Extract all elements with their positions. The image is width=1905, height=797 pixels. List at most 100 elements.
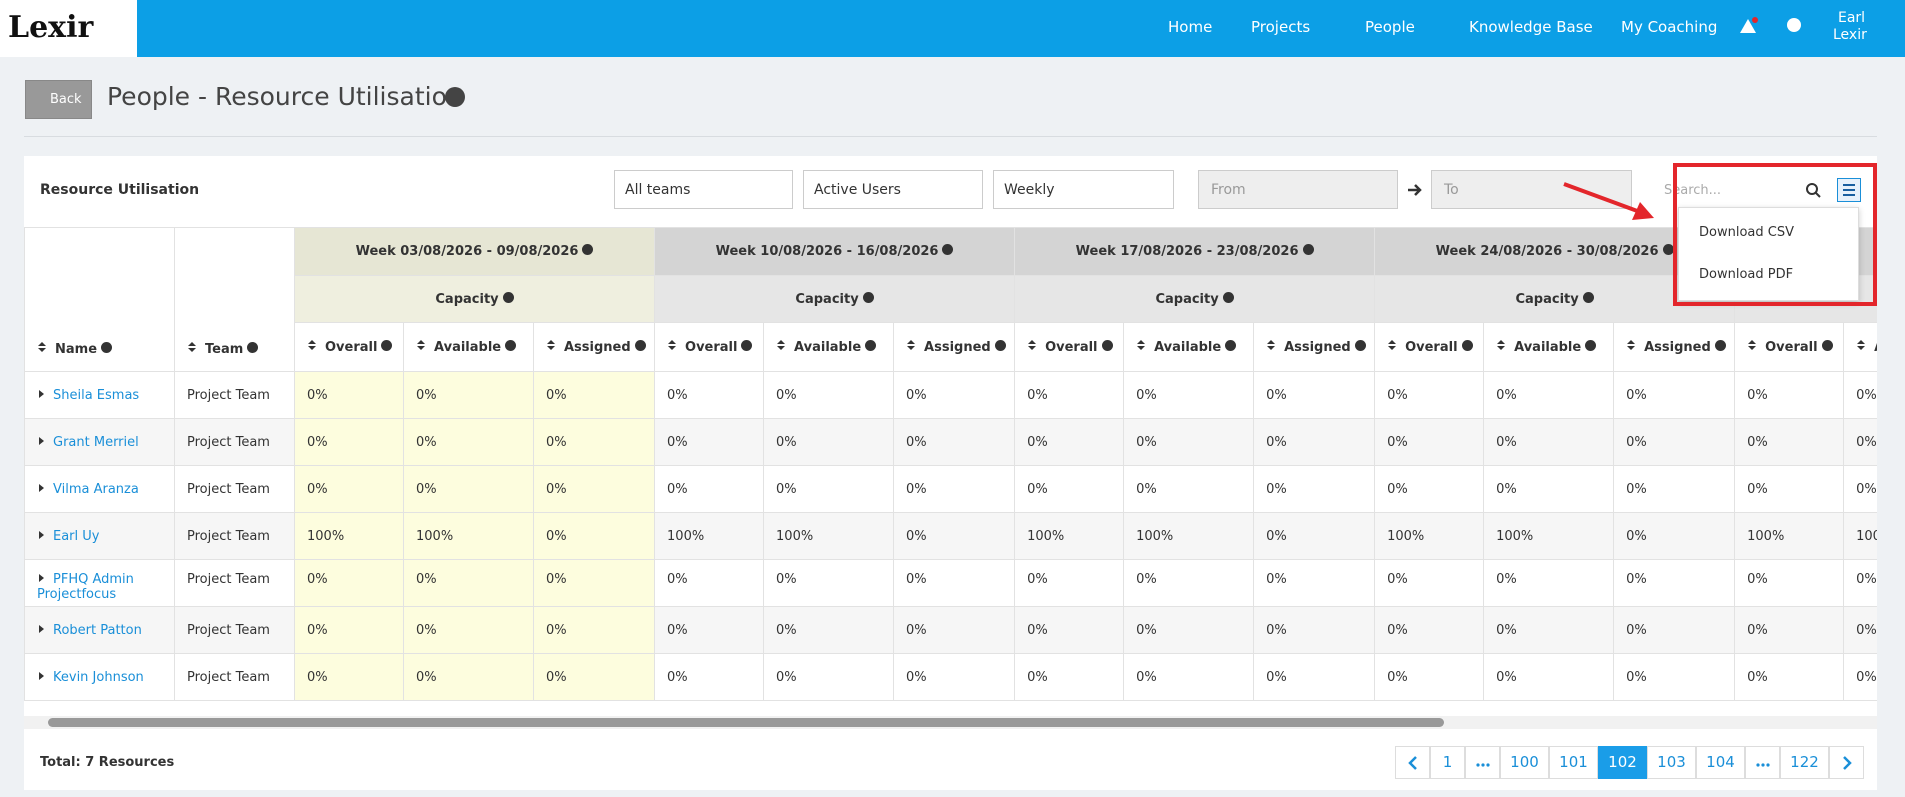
resource-link[interactable]: Sheila Esmas <box>53 387 140 403</box>
column-header[interactable]: Available <box>763 322 895 372</box>
column-header[interactable]: Assigned <box>893 322 1016 372</box>
value-cell: 0% <box>1483 465 1615 513</box>
to-date[interactable]: To <box>1431 170 1632 209</box>
value-cell-text: 0% <box>667 481 688 497</box>
column-header[interactable]: Overall <box>1734 322 1845 372</box>
alert-icon[interactable] <box>1740 17 1760 37</box>
page-button-text[interactable]: 104 <box>1706 753 1735 771</box>
value-cell-text: 0% <box>667 572 688 587</box>
column-header-text: Overall <box>325 340 378 355</box>
resource-link[interactable]: Robert Patton <box>53 622 142 638</box>
value-cell-text: 0% <box>1626 481 1647 497</box>
globe-icon[interactable] <box>1786 17 1802 33</box>
team-filter[interactable]: All teams <box>614 170 793 209</box>
next-button[interactable] <box>1829 746 1864 779</box>
value-cell-text: 0% <box>307 481 328 497</box>
column-header[interactable]: Overall <box>1014 322 1125 372</box>
page-button[interactable]: 102 <box>1598 746 1647 779</box>
menu-item[interactable]: Download CSV <box>1699 225 1794 240</box>
value-cell-text: 0% <box>416 622 437 638</box>
logo[interactable]: Lexir <box>0 0 137 57</box>
page-button-text[interactable]: 1 <box>1442 753 1453 771</box>
prev-button[interactable] <box>1395 746 1430 779</box>
group-header: Capacity <box>293 275 656 323</box>
info-icon <box>582 244 594 255</box>
page-button[interactable]: 1 <box>1430 746 1465 779</box>
dots-button[interactable] <box>1465 746 1500 779</box>
column-header[interactable]: Available <box>403 322 534 372</box>
nav-link[interactable]: People <box>1365 18 1415 36</box>
column-header[interactable]: Available <box>1123 322 1255 372</box>
column-header[interactable]: Overall <box>294 322 404 372</box>
name-header[interactable]: Name <box>24 227 175 372</box>
column-header[interactable]: Available <box>1843 322 1877 372</box>
period-filter[interactable]: Weekly <box>993 170 1174 209</box>
column-header[interactable]: Assigned <box>532 322 656 372</box>
user-first[interactable]: Earl <box>1838 10 1866 26</box>
column-header[interactable]: Overall <box>654 322 765 372</box>
page-button[interactable]: 101 <box>1549 746 1598 779</box>
value-cell-text: 0% <box>776 387 797 403</box>
resource-link[interactable]: Kevin Johnson <box>53 669 144 685</box>
page-button-text[interactable]: 103 <box>1657 753 1686 771</box>
column-header-text: Overall <box>1405 340 1458 355</box>
menu-button[interactable] <box>1837 178 1861 202</box>
team-header-text: Team <box>205 342 244 357</box>
nav-link[interactable]: Home <box>1168 18 1213 36</box>
team-header[interactable]: Team <box>174 227 295 372</box>
resource-link[interactable]: PFHQ Admin Projectfocus <box>37 572 134 602</box>
resource-link[interactable]: Grant Merriel <box>53 434 139 450</box>
user-filter[interactable]: Active Users <box>803 170 983 209</box>
value-cell: 0% <box>1253 653 1376 701</box>
menu-item[interactable]: Download PDF <box>1699 267 1794 282</box>
search-icon[interactable] <box>1805 182 1821 198</box>
value-cell-text: 0% <box>1266 481 1287 497</box>
column-header[interactable]: Available <box>1483 322 1615 372</box>
dots-button[interactable] <box>1745 746 1780 779</box>
scroll-thumb[interactable] <box>48 718 1444 727</box>
page-button-text[interactable]: 101 <box>1559 753 1588 771</box>
value-cell-text: 0% <box>776 622 797 638</box>
help-icon[interactable] <box>444 86 466 108</box>
nav-link[interactable]: My Coaching <box>1621 18 1718 36</box>
resource-link[interactable]: Earl Uy <box>53 528 100 544</box>
page-button[interactable]: 100 <box>1500 746 1549 779</box>
group-header: Capacity <box>1014 275 1376 323</box>
nav-link[interactable]: Projects <box>1251 18 1311 36</box>
value-cell: 0% <box>1734 559 1845 607</box>
column-header[interactable]: Assigned <box>1253 322 1376 372</box>
from-date[interactable]: From <box>1198 170 1398 209</box>
search-input[interactable]: Search... <box>1664 183 1722 198</box>
team-cell-text: Project Team <box>187 481 270 497</box>
resource-link[interactable]: Vilma Aranza <box>53 481 139 497</box>
page-button[interactable]: 103 <box>1647 746 1696 779</box>
value-cell-text: 0% <box>546 572 567 587</box>
value-cell: 0% <box>532 653 656 701</box>
group-header-text: Capacity <box>795 291 859 307</box>
value-cell-text: 0% <box>906 387 927 403</box>
value-cell-text: 0% <box>1626 572 1647 587</box>
value-cell-text: 0% <box>546 434 567 450</box>
value-cell: 0% <box>1123 418 1255 466</box>
page-button[interactable]: 122 <box>1780 746 1829 779</box>
page-button-text[interactable]: 122 <box>1790 753 1819 771</box>
value-cell-text: 0% <box>1387 434 1408 450</box>
user-last[interactable]: Lexir <box>1833 27 1867 43</box>
week-header-text: Week 17/08/2026 - 23/08/2026 <box>1075 244 1299 259</box>
info-icon <box>502 291 514 303</box>
page-button-text[interactable]: 102 <box>1608 753 1637 771</box>
back-button[interactable]: Back <box>25 80 92 119</box>
value-cell: 0% <box>1123 559 1255 607</box>
expand-icon <box>39 530 44 539</box>
column-header[interactable]: Assigned <box>1613 322 1736 372</box>
nav-link[interactable]: Knowledge Base <box>1469 18 1593 36</box>
page-button-text[interactable]: 100 <box>1510 753 1539 771</box>
value-cell-text: 0% <box>416 669 437 685</box>
column-header[interactable]: Overall <box>1374 322 1485 372</box>
value-cell: 0% <box>1843 418 1877 466</box>
page-button[interactable]: 104 <box>1696 746 1745 779</box>
info-icon <box>1225 340 1237 351</box>
chevron-left <box>1407 756 1417 770</box>
value-cell: 0% <box>1253 465 1376 513</box>
value-cell-text: 0% <box>1027 572 1048 587</box>
